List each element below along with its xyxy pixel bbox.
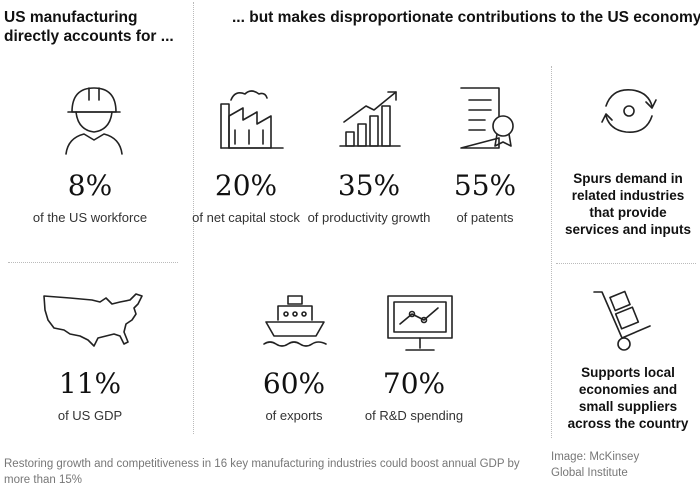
factory-icon xyxy=(220,90,284,149)
cycle-arrows-icon xyxy=(601,89,657,133)
stat-workforce-value: 8% xyxy=(67,169,113,202)
hand-truck-icon xyxy=(593,290,651,351)
row-divider-left xyxy=(8,262,178,263)
stat-rd-value: 70% xyxy=(382,367,446,400)
stat-workforce-label: of the US workforce xyxy=(32,210,148,225)
ship-icon xyxy=(263,295,327,347)
stat-exports-label: of exports xyxy=(265,408,323,423)
stat-productivity-label: of productivity growth xyxy=(307,210,431,225)
image-credit: Image: McKinsey Global Institute xyxy=(551,451,640,479)
caption: Restoring growth and competitiveness in … xyxy=(4,458,520,486)
stat-productivity-value: 35% xyxy=(337,169,401,202)
header-right: ... but makes disproportionate contribut… xyxy=(232,9,700,26)
stat-gdp-label: of US GDP xyxy=(57,408,123,423)
stat-capital-label: of net capital stock xyxy=(192,210,300,225)
header-left: US manufacturing directly accounts for .… xyxy=(4,9,174,45)
side-divider xyxy=(551,66,552,438)
worker-icon xyxy=(65,87,123,155)
stat-patents-value: 55% xyxy=(453,169,517,202)
stat-gdp-value: 11% xyxy=(58,367,122,400)
side-demand-text: Spurs demand in related industries that … xyxy=(564,171,692,237)
stat-exports-value: 60% xyxy=(262,367,326,400)
stat-capital-value: 20% xyxy=(214,169,278,202)
growth-chart-icon xyxy=(339,91,401,147)
usa-map-icon xyxy=(43,293,143,347)
stat-patents-label: of patents xyxy=(456,210,514,225)
column-divider xyxy=(193,2,194,434)
stat-rd-label: of R&D spending xyxy=(364,408,464,423)
side-local-text: Supports local economies and small suppl… xyxy=(567,365,689,431)
monitor-chart-icon xyxy=(387,295,453,351)
certificate-icon xyxy=(460,87,514,149)
row-divider-right xyxy=(556,263,696,264)
